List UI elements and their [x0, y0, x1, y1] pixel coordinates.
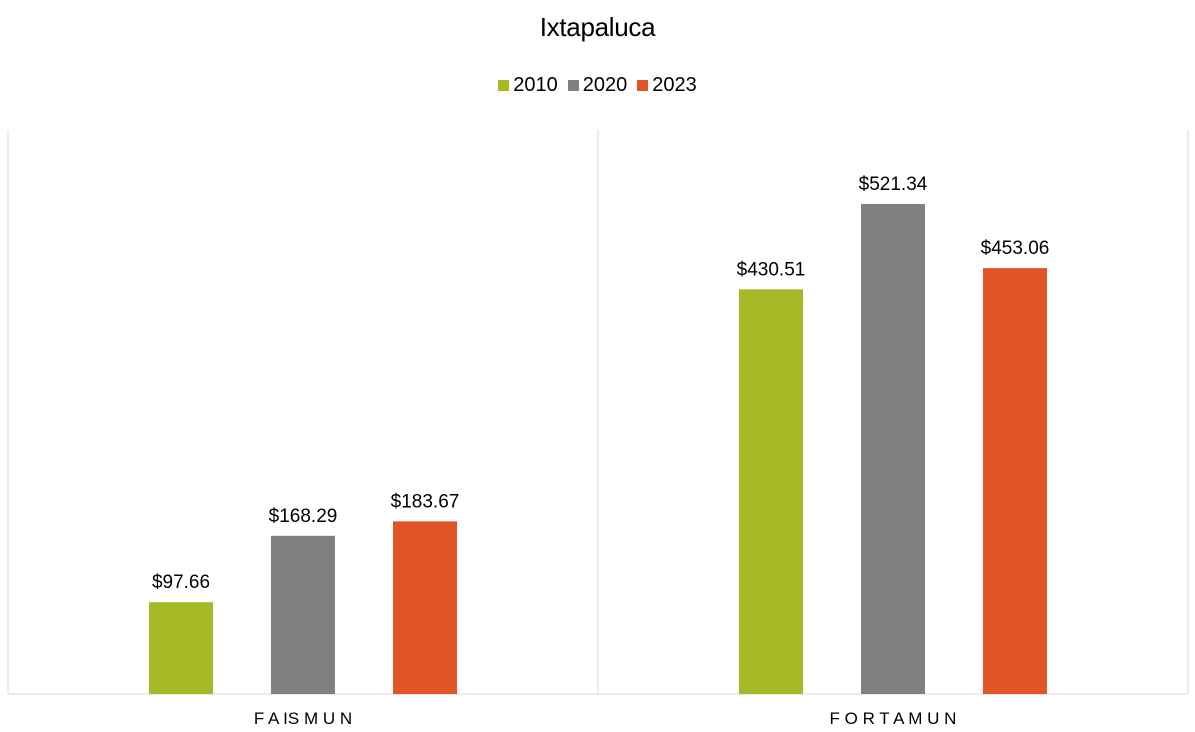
legend-item-2010: 2010 [498, 74, 558, 97]
data-label-fortamun-2010: $430.51 [737, 259, 806, 280]
legend-swatch-2023 [637, 80, 649, 91]
data-label-faismun-2023: $183.67 [391, 491, 460, 512]
data-label-fortamun-2023: $453.06 [981, 238, 1050, 259]
data-label-faismun-2020: $168.29 [269, 506, 338, 527]
x-tick-label-fortamun: F O R T A M U N [830, 709, 957, 728]
bar-faismun-2023 [393, 521, 457, 694]
chart-legend: 2010 2020 2023 [0, 74, 1195, 97]
bar-fortamun-2023 [983, 268, 1047, 694]
chart-title: Ixtapaluca [539, 12, 656, 42]
bar-faismun-2020 [271, 535, 335, 694]
legend-swatch-2010 [498, 80, 510, 91]
data-label-faismun-2010: $97.66 [152, 572, 210, 593]
legend-item-2023: 2023 [637, 74, 697, 97]
data-label-fortamun-2020: $521.34 [859, 174, 928, 195]
bar-faismun-2010 [149, 602, 213, 694]
bar-fortamun-2020 [861, 203, 925, 694]
legend-label-2020: 2020 [582, 74, 628, 96]
legend-swatch-2020 [567, 80, 579, 91]
x-tick-label-faismun: F A IS M U N [254, 709, 352, 728]
legend-item-2020: 2020 [567, 74, 628, 97]
bar-fortamun-2010 [739, 289, 803, 694]
legend-label-2010: 2010 [513, 74, 558, 96]
legend-label-2023: 2023 [652, 74, 697, 96]
